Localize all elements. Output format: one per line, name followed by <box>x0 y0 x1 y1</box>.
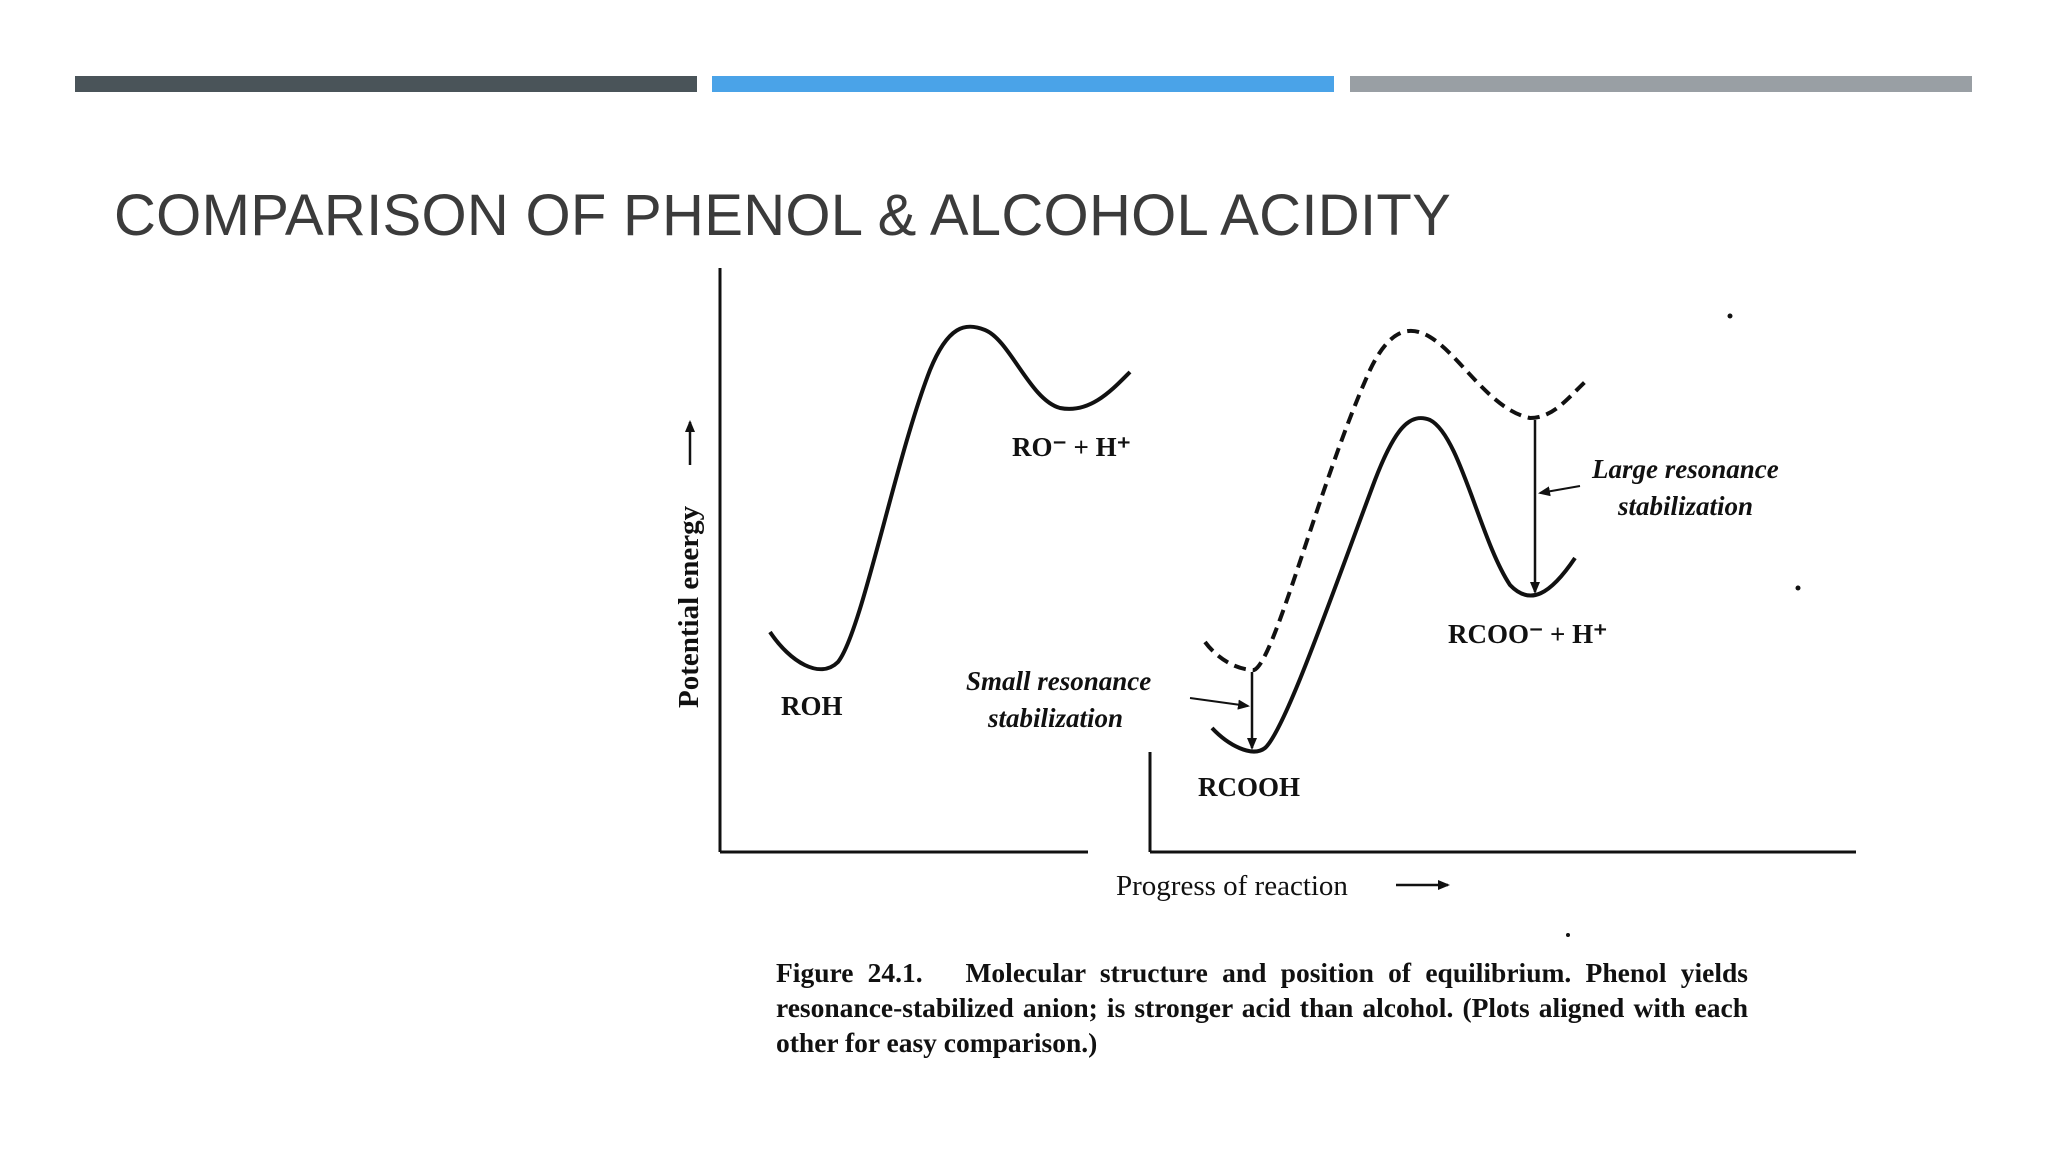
rcooh-label: RCOOH <box>1198 772 1300 802</box>
alcohol-energy-curve <box>768 324 1132 672</box>
accent-bar-blue <box>712 76 1334 92</box>
figure-caption: Figure 24.1. Molecular structure and pos… <box>776 955 1748 1060</box>
energy-diagram: Potential energy Progress of reaction RO… <box>673 268 1856 937</box>
small-resonance-label-line2: stabilization <box>987 703 1123 733</box>
y-axis-label: Potential energy <box>673 505 705 708</box>
large-resonance-pointer <box>1538 485 1581 497</box>
scan-speck <box>1727 313 1733 319</box>
slide-title: COMPARISON OF PHENOL & ALCOHOL ACIDITY <box>114 183 1452 248</box>
acid-energy-curve <box>1210 416 1577 754</box>
unstabilized-energy-curve <box>1203 328 1587 673</box>
x-axis-label: Progress of reaction <box>1116 870 1348 902</box>
ro-h-label: RO⁻ + H⁺ <box>1012 432 1131 462</box>
small-resonance-pointer <box>1189 697 1250 710</box>
roh-label: ROH <box>781 691 843 721</box>
scan-speck <box>1566 933 1570 937</box>
rcoo-h-label: RCOO⁻ + H⁺ <box>1448 619 1607 649</box>
large-resonance-label-line2: stabilization <box>1617 491 1753 521</box>
figure-caption-text: Molecular structure and position of equi… <box>776 957 1749 1058</box>
large-resonance-label-line1: Large resonance <box>1591 454 1779 484</box>
figure-number: Figure 24.1. <box>776 957 923 988</box>
scan-speck <box>1795 585 1801 591</box>
energy-diagram-figure: Potential energy Progress of reaction RO… <box>640 255 1880 1075</box>
small-resonance-label-line1: Small resonance <box>966 666 1151 696</box>
accent-bar-dark <box>75 76 697 92</box>
accent-bar-gray <box>1350 76 1972 92</box>
